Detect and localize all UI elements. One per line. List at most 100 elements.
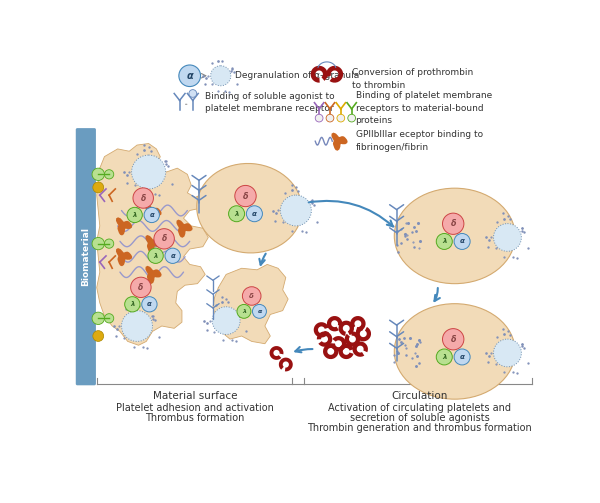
Circle shape: [93, 330, 104, 342]
Text: Activation of circulating platelets and: Activation of circulating platelets and: [328, 403, 511, 413]
Ellipse shape: [197, 163, 302, 253]
Text: Material surface: Material surface: [153, 391, 238, 401]
Circle shape: [315, 114, 323, 122]
Text: δ: δ: [140, 194, 146, 203]
Polygon shape: [116, 248, 132, 266]
Circle shape: [179, 65, 200, 87]
Circle shape: [493, 339, 521, 367]
Circle shape: [121, 311, 152, 342]
Polygon shape: [279, 358, 293, 371]
Circle shape: [280, 195, 311, 226]
Text: Conversion of prothrombin
to thrombin: Conversion of prothrombin to thrombin: [352, 68, 474, 90]
Text: Thrombus formation: Thrombus formation: [145, 413, 245, 423]
Text: Circulation: Circulation: [392, 391, 448, 401]
Circle shape: [229, 206, 245, 222]
Circle shape: [142, 297, 157, 312]
Text: Binding of platelet membrane
receptors to material-bound
proteins: Binding of platelet membrane receptors t…: [356, 91, 492, 125]
Text: Biomaterial: Biomaterial: [82, 227, 91, 286]
Circle shape: [212, 307, 240, 334]
Polygon shape: [269, 346, 283, 360]
Text: δ: δ: [138, 283, 143, 292]
Circle shape: [127, 207, 142, 223]
Text: α: α: [147, 301, 152, 307]
Circle shape: [131, 277, 151, 297]
Text: δ: δ: [250, 293, 254, 299]
Text: α: α: [170, 253, 175, 259]
Polygon shape: [97, 143, 208, 345]
Polygon shape: [338, 320, 354, 336]
Text: λ: λ: [130, 301, 134, 307]
Circle shape: [104, 314, 114, 323]
Text: λ: λ: [442, 354, 446, 360]
Polygon shape: [331, 336, 346, 352]
Polygon shape: [352, 342, 368, 357]
Circle shape: [189, 90, 197, 97]
Text: λ: λ: [442, 238, 446, 244]
Circle shape: [93, 182, 104, 193]
Circle shape: [247, 206, 262, 222]
Text: α: α: [149, 212, 154, 218]
Polygon shape: [213, 265, 288, 344]
Circle shape: [154, 229, 175, 249]
Polygon shape: [345, 331, 360, 347]
Text: α: α: [460, 354, 464, 360]
Text: δ: δ: [161, 234, 167, 243]
Circle shape: [144, 207, 160, 223]
Text: δ: δ: [451, 219, 456, 228]
Polygon shape: [323, 344, 338, 359]
Text: Thrombin generation and thrombus formation: Thrombin generation and thrombus formati…: [308, 423, 532, 433]
Circle shape: [493, 224, 521, 252]
Circle shape: [125, 297, 140, 312]
Circle shape: [92, 237, 104, 250]
Circle shape: [133, 188, 154, 208]
Text: λ: λ: [154, 253, 158, 259]
Circle shape: [443, 328, 464, 350]
Text: α: α: [257, 309, 262, 314]
Text: λ: λ: [242, 309, 246, 314]
Circle shape: [242, 287, 261, 305]
Polygon shape: [331, 133, 347, 151]
Polygon shape: [338, 344, 353, 359]
Circle shape: [131, 155, 166, 189]
Text: Binding of soluble agonist to
platelet membrane receptor: Binding of soluble agonist to platelet m…: [205, 92, 335, 114]
FancyBboxPatch shape: [76, 128, 96, 385]
Circle shape: [104, 239, 114, 248]
Ellipse shape: [394, 188, 515, 284]
Circle shape: [237, 304, 251, 318]
Circle shape: [211, 66, 231, 86]
Circle shape: [337, 114, 344, 122]
Ellipse shape: [394, 304, 515, 399]
Polygon shape: [116, 217, 132, 235]
Text: λ: λ: [133, 212, 137, 218]
Circle shape: [443, 213, 464, 234]
Polygon shape: [145, 204, 161, 222]
Polygon shape: [356, 326, 371, 342]
Polygon shape: [145, 235, 161, 253]
Polygon shape: [314, 322, 329, 338]
Text: δ: δ: [243, 192, 248, 201]
Text: Platelet adhesion and activation: Platelet adhesion and activation: [116, 403, 274, 413]
Polygon shape: [317, 331, 332, 347]
Circle shape: [148, 248, 163, 264]
Polygon shape: [327, 316, 343, 331]
Circle shape: [326, 114, 334, 122]
Circle shape: [92, 168, 104, 181]
Text: δ: δ: [451, 335, 456, 344]
Circle shape: [454, 233, 470, 249]
Polygon shape: [311, 66, 328, 82]
Text: α: α: [252, 211, 257, 217]
Circle shape: [348, 114, 356, 122]
Text: GPIIbIIIar eceptor binding to
fibrinogen/fibrin: GPIIbIIIar eceptor binding to fibrinogen…: [356, 130, 482, 152]
Polygon shape: [350, 316, 365, 331]
Text: secretion of soluble agonists: secretion of soluble agonists: [350, 413, 490, 423]
Text: α: α: [187, 71, 193, 81]
Text: λ: λ: [235, 211, 239, 217]
Circle shape: [165, 248, 181, 264]
Circle shape: [454, 349, 470, 365]
Polygon shape: [176, 220, 193, 238]
Polygon shape: [145, 266, 161, 284]
Circle shape: [104, 170, 114, 179]
Circle shape: [92, 312, 104, 324]
Circle shape: [436, 349, 452, 365]
Circle shape: [436, 233, 452, 249]
